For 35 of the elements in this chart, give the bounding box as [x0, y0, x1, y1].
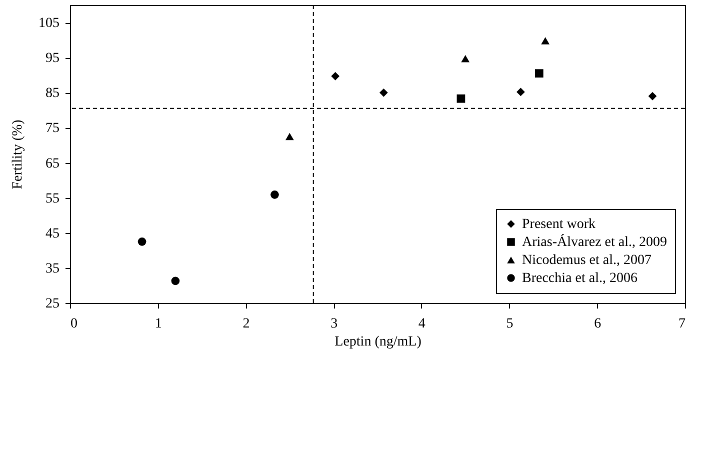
point: [138, 237, 146, 246]
y-tick-label: 25: [46, 296, 60, 312]
y-tick-label: 95: [46, 51, 60, 66]
y-axis-title: Fertility (%): [10, 119, 26, 190]
y-tick-label: 75: [46, 121, 60, 136]
point: [379, 88, 388, 97]
point: [461, 55, 470, 62]
point: [534, 69, 544, 78]
y-tick-label: 45: [46, 226, 60, 242]
x-tick-label: 5: [506, 316, 514, 332]
x-tick-label: 6: [594, 316, 602, 332]
x-tick-label: 7: [678, 316, 686, 332]
x-tick-label: 0: [70, 316, 78, 332]
point: [456, 94, 466, 103]
point: [171, 276, 180, 286]
x-tick-label: 3: [330, 316, 338, 332]
x-tick-label: 4: [418, 316, 426, 332]
legend-label: Nicodemus et al., 2007: [522, 253, 652, 268]
point: [541, 37, 550, 44]
legend-label: Brecchia et al., 2006: [522, 271, 638, 286]
y-tick-label: 55: [46, 191, 60, 206]
point: [516, 88, 525, 96]
x-tick-label: 2: [242, 316, 250, 332]
legend-label: Present work: [522, 217, 596, 232]
x-tick-label: 1: [154, 316, 162, 332]
y-tick-label: 65: [46, 156, 60, 172]
y-tick-label: 35: [46, 261, 60, 276]
y-tick-label: 105: [38, 16, 60, 32]
point: [331, 72, 340, 80]
y-tick-label: 85: [46, 86, 60, 102]
point: [270, 190, 279, 199]
x-axis-title: Leptin (ng/mL): [334, 334, 422, 350]
point: [285, 132, 294, 140]
point: [648, 92, 657, 100]
legend-label: Arias-Álvarez et al., 2009: [522, 233, 667, 250]
